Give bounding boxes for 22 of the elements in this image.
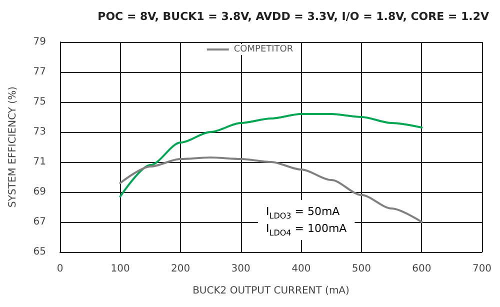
x-tick-label: 0 [56,264,64,274]
y-tick-label: 69 [33,186,46,198]
x-tick-label: 400 [292,264,311,274]
x-tick-label: 500 [352,264,371,274]
x-axis-title: BUCK2 OUTPUT CURRENT (mA) [192,286,350,296]
y-tick-label: 77 [33,66,46,78]
line-series [119,156,423,223]
y-tick-label: 71 [33,156,46,168]
x-tick-label: 700 [472,264,492,274]
y-tick-label: 67 [33,216,46,228]
x-tick-label: 600 [412,264,432,274]
y-tick-label: 79 [33,36,46,48]
y-tick-label: 75 [33,96,46,108]
x-tick-label: 100 [110,264,130,274]
y-tick-label: 73 [33,126,46,138]
line-series [119,113,423,198]
x-tick-label: 200 [171,264,190,274]
x-tick-label: 300 [231,264,250,274]
legend-label: COMPETITOR [234,44,294,54]
chart-title: POC = 8V, BUCK1 = 3.8V, AVDD = 3.3V, I/O = 1.8V, CORE = 1.2V [98,10,490,23]
y-tick-label: 65 [33,246,46,258]
y-axis-title: SYSTEM EFFICIENCY (%) [8,86,18,208]
